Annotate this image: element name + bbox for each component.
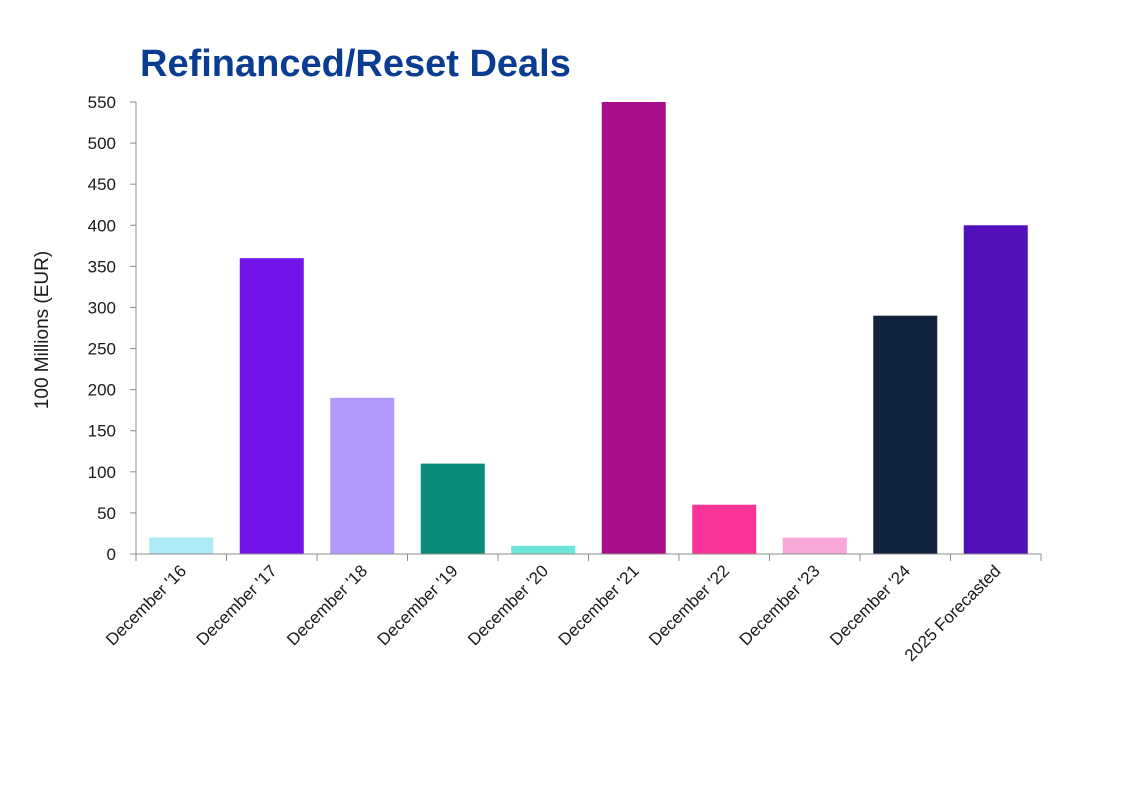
y-tick-label-6: 300 [88,298,116,317]
y-tick-label-2: 100 [88,463,116,482]
y-tick-label-4: 200 [88,381,116,400]
x-tick-label-6: December '22 [645,561,733,649]
y-tick-label-1: 50 [97,504,116,523]
x-tick-label-2: December '18 [283,561,371,649]
x-tick-label-7: December '23 [736,561,824,649]
y-tick-label-8: 400 [88,216,116,235]
bar-7 [782,537,847,554]
y-tick-label-5: 250 [88,340,116,359]
bar-3 [420,463,485,554]
y-tick-label-3: 150 [88,422,116,441]
y-axis-title: 100 Millions (EUR) [32,251,53,409]
bar-2 [330,397,395,554]
bar-1 [239,258,304,554]
bar-8 [873,315,938,554]
x-tick-label-9: 2025 Forecasted [901,561,1005,665]
bar-9 [963,225,1028,555]
x-tick-label-1: December '17 [193,561,281,649]
x-tick-label-5: December '21 [555,561,643,649]
x-tick-label-0: December '16 [102,561,190,649]
y-tick-label-9: 450 [88,175,116,194]
y-tick-label-7: 350 [88,257,116,276]
y-tick-label-0: 0 [107,545,116,564]
x-ticks-layer: December '16 December '17 December '18 Dece… [102,554,1042,665]
bar-6 [692,504,757,554]
y-tick-label-10: 500 [88,134,116,153]
bar-5 [601,102,666,554]
y-ticks-layer: 0 50 100 150 200 250 300 350 400 450 500 550 [88,93,136,564]
y-tick-label-11: 550 [88,93,116,112]
x-tick-label-4: December '20 [464,561,552,649]
bar-4 [511,545,576,554]
chart-title: Refinanced/Reset Deals [140,43,571,85]
x-tick-label-3: December '19 [374,561,462,649]
bars-layer [149,102,1028,555]
x-tick-label-8: December '24 [826,561,914,649]
bar-0 [149,537,214,554]
